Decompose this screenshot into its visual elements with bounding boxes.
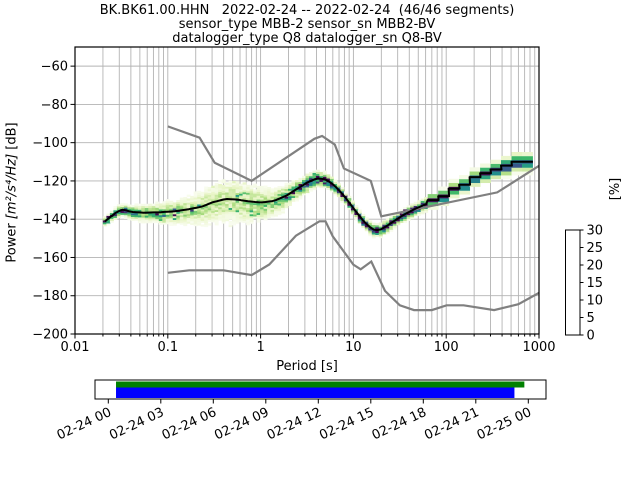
y-tick-label: −200	[32, 328, 68, 343]
time-tick-label: 02-24 09	[212, 405, 271, 443]
time-tick-label: 02-25 00	[475, 405, 534, 443]
noise-model-lines	[167, 125, 539, 312]
coverage-bar	[94, 379, 547, 400]
y-axis-ticks	[70, 65, 75, 335]
figure-subtitle-datalogger: datalogger_type Q8 datalogger_sn Q8-BV	[172, 31, 442, 46]
time-tick-label: 02-24 12	[265, 405, 324, 443]
y-tick-label: −180	[32, 289, 68, 304]
x-tick-label: 10	[345, 340, 362, 355]
y-tick-label: −120	[32, 174, 68, 189]
x-axis-title: Period [s]	[276, 359, 338, 374]
colorbar: 0 5 10 15 20 25 30	[565, 224, 604, 344]
coverage-data-segment	[116, 381, 525, 388]
coverage-psd-segment	[116, 387, 515, 398]
time-tick-label: 02-24 15	[317, 405, 376, 443]
x-axis-ticks	[74, 334, 540, 339]
colorbar-label: [%]	[608, 177, 623, 201]
colorbar-tick-label: 25	[587, 241, 604, 256]
colorbar-tick-label: 0	[587, 329, 595, 344]
x-tick-label: 1000	[522, 340, 555, 355]
y-tick-label: −60	[41, 60, 68, 75]
y-tick-label: −160	[32, 251, 68, 266]
colorbar-tick-label: 15	[587, 276, 604, 291]
y-tick-label: −140	[32, 213, 68, 228]
x-tick-label: 0.1	[157, 340, 178, 355]
ppsd-histogram	[102, 152, 533, 239]
x-tick-label: 0.01	[61, 340, 90, 355]
mode-line	[104, 160, 533, 231]
time-tick-label: 02-24 18	[370, 405, 429, 443]
plot-frame	[74, 46, 540, 335]
x-axis-labels: 0.01 0.1 1 10 100 1000 Period [s]	[61, 340, 556, 374]
time-tick-label: 02-24 00	[55, 405, 114, 443]
y-tick-label: −100	[32, 136, 68, 151]
figure-title: BK.BK61.00.HHN 2022-02-24 -- 2022-02-24 …	[99, 3, 515, 18]
time-tick-label: 02-24 03	[107, 405, 166, 443]
time-tick-label: 02-24 21	[422, 405, 481, 443]
nhnm-line	[167, 125, 539, 218]
figure-subtitle-sensor: sensor_type MBB-2 sensor_sn MBB2-BV	[178, 17, 436, 32]
x-tick-label: 100	[434, 340, 459, 355]
x-tick-label: 1	[256, 340, 264, 355]
nlnm-line	[167, 220, 539, 312]
y-tick-label: −80	[41, 98, 68, 113]
colorbar-tick-label: 5	[587, 311, 595, 326]
colorbar-tick-label: 10	[587, 294, 604, 309]
y-axis-labels: −60 −80 −100 −120 −140 −160 −180 −200	[32, 60, 68, 343]
colorbar-tick-label: 20	[587, 259, 604, 274]
y-axis-label: Power [m²/s⁴/Hz] [dB]	[4, 122, 20, 263]
time-tick-label: 02-24 06	[160, 405, 219, 443]
colorbar-gradient	[565, 229, 581, 336]
colorbar-tick-label: 30	[587, 224, 604, 239]
